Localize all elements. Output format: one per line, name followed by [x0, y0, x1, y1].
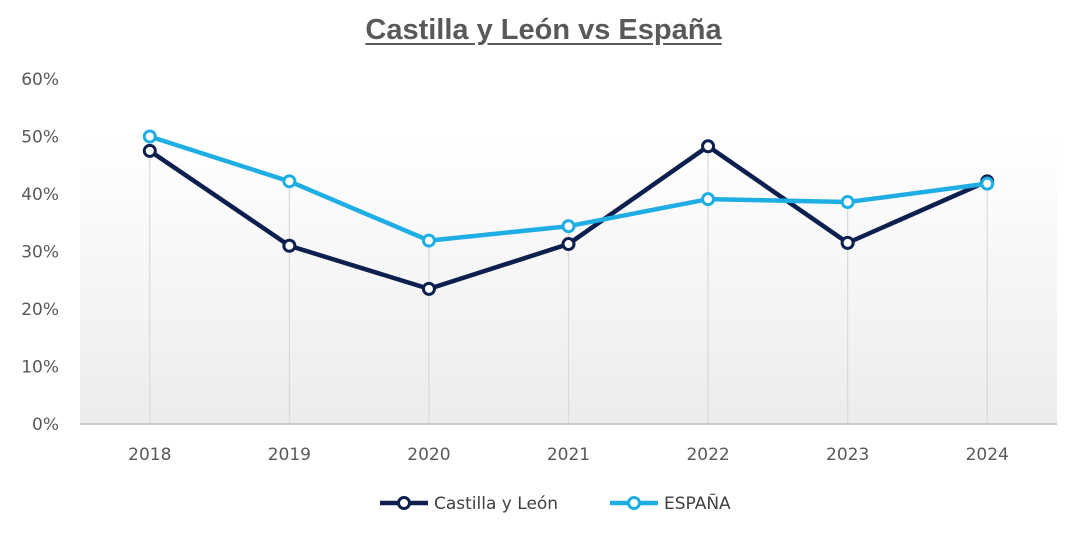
data-point-series-1 [282, 174, 297, 189]
y-tick-label: 40% [21, 185, 59, 205]
legend-marker-0 [397, 496, 411, 510]
data-point-series-1 [421, 233, 436, 248]
data-point-series-1 [701, 192, 716, 207]
x-tick-label: 2020 [407, 445, 450, 465]
x-tick-label: 2023 [826, 445, 869, 465]
data-point-series-0 [142, 143, 157, 158]
y-tick-label: 0% [32, 415, 59, 435]
y-tick-label: 30% [21, 243, 59, 263]
data-point-series-1 [142, 129, 157, 144]
y-tick-label: 50% [21, 128, 59, 148]
y-tick-label: 10% [21, 358, 59, 378]
x-tick-label: 2019 [268, 445, 311, 465]
data-point-series-1 [840, 195, 855, 210]
x-tick-label: 2024 [966, 445, 1009, 465]
x-tick-label: 2021 [547, 445, 590, 465]
x-tick-label: 2022 [686, 445, 729, 465]
data-point-series-0 [282, 238, 297, 253]
legend-marker-1 [627, 496, 641, 510]
data-point-series-1 [980, 176, 995, 191]
data-point-series-0 [701, 139, 716, 154]
data-point-series-0 [840, 235, 855, 250]
data-point-series-0 [561, 237, 576, 252]
data-point-series-0 [421, 281, 436, 296]
data-point-series-1 [561, 219, 576, 234]
legend-label-1: ESPAÑA [664, 492, 731, 514]
y-tick-label: 20% [21, 300, 59, 320]
legend-label-0: Castilla y León [434, 494, 558, 514]
chart-title: Castilla y León vs España [365, 14, 722, 46]
x-tick-label: 2018 [128, 445, 171, 465]
y-tick-label: 60% [21, 70, 59, 90]
